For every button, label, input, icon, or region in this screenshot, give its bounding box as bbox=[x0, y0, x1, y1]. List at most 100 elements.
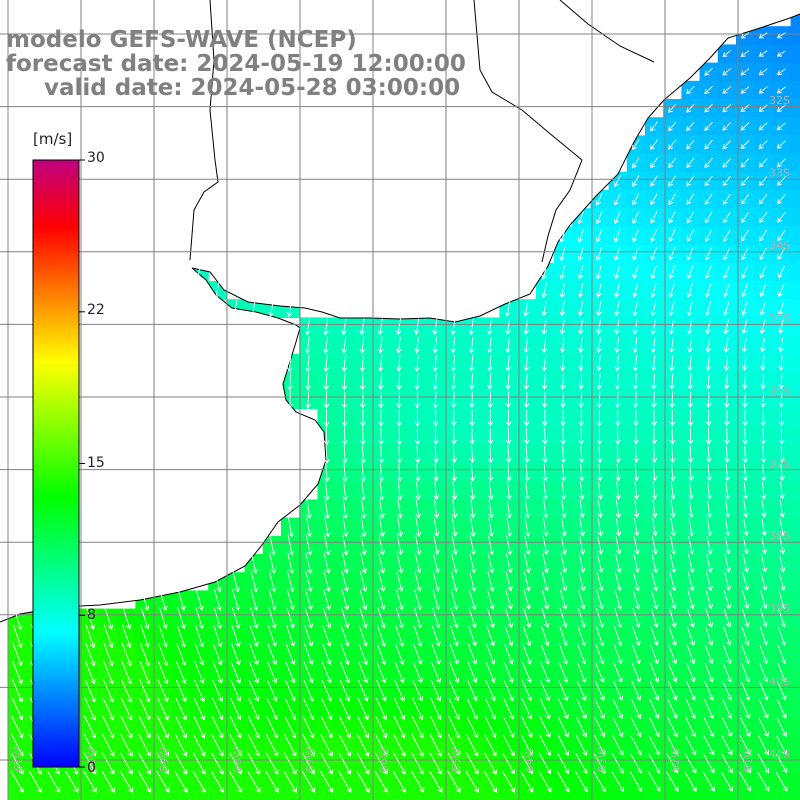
wind-arrow bbox=[560, 571, 568, 592]
wind-arrow bbox=[758, 50, 768, 57]
wind-arrow bbox=[651, 409, 657, 427]
wind-arrow bbox=[704, 211, 713, 224]
wind-arrow bbox=[541, 264, 548, 280]
wind-arrow bbox=[630, 735, 642, 756]
wind-arrow bbox=[613, 247, 621, 261]
wind-arrow bbox=[10, 752, 24, 775]
wind-arrow bbox=[487, 427, 494, 445]
wind-arrow bbox=[338, 770, 352, 793]
wind-arrow bbox=[414, 372, 420, 391]
wind-arrow bbox=[724, 499, 731, 518]
wind-arrow bbox=[777, 247, 786, 261]
wind-arrow bbox=[266, 697, 278, 721]
wind-arrow bbox=[321, 661, 332, 684]
wind-arrow bbox=[415, 499, 422, 519]
wind-arrow bbox=[596, 445, 603, 464]
wind-arrow bbox=[249, 643, 259, 666]
wind-arrow bbox=[284, 716, 297, 739]
wind-arrow bbox=[688, 499, 695, 519]
wind-arrow bbox=[302, 716, 315, 739]
wind-arrow bbox=[632, 265, 639, 280]
wind-arrow bbox=[668, 283, 675, 298]
wind-arrow bbox=[759, 608, 768, 628]
wind-arrow bbox=[524, 535, 531, 556]
wind-arrow bbox=[360, 445, 366, 464]
wind-arrow bbox=[777, 212, 786, 223]
wind-arrow bbox=[741, 194, 750, 205]
wind-arrow bbox=[559, 282, 566, 299]
wind-arrow bbox=[668, 103, 677, 113]
wind-arrow bbox=[704, 85, 713, 95]
wind-arrow bbox=[614, 590, 623, 610]
wind-arrow bbox=[433, 445, 439, 464]
wind-arrow bbox=[414, 589, 423, 611]
wind-arrow bbox=[138, 770, 152, 793]
wind-arrow bbox=[760, 463, 767, 482]
wind-arrow bbox=[523, 300, 529, 317]
wind-arrow bbox=[741, 319, 748, 335]
wind-arrow bbox=[742, 536, 749, 555]
wind-arrow bbox=[338, 734, 352, 757]
latitude-label: 32S bbox=[769, 94, 790, 107]
wind-arrow bbox=[286, 300, 293, 318]
wind-arrow bbox=[723, 355, 730, 372]
wind-arrow bbox=[560, 553, 568, 574]
wind-arrow bbox=[524, 427, 530, 445]
wind-arrow bbox=[777, 644, 787, 664]
wind-arrow bbox=[213, 625, 223, 648]
wind-arrow bbox=[688, 481, 694, 500]
wind-arrow bbox=[305, 372, 311, 391]
wind-arrow bbox=[504, 626, 514, 647]
wind-arrow bbox=[777, 626, 787, 646]
wind-arrow bbox=[395, 336, 402, 354]
wind-arrow bbox=[758, 681, 769, 701]
wind-arrow bbox=[324, 498, 331, 519]
wind-arrow bbox=[412, 698, 424, 720]
wind-arrow bbox=[758, 140, 768, 149]
wind-arrow bbox=[102, 697, 115, 721]
wind-arrow bbox=[213, 588, 223, 611]
wind-arrow bbox=[761, 499, 767, 518]
wind-arrow bbox=[287, 552, 295, 574]
wind-arrow bbox=[687, 608, 696, 628]
latitude-label: 38S bbox=[769, 530, 790, 543]
wind-arrow bbox=[432, 571, 441, 592]
wind-arrow bbox=[560, 535, 568, 555]
wind-arrow bbox=[485, 662, 496, 684]
wind-arrow bbox=[706, 427, 712, 445]
wind-arrow bbox=[740, 122, 750, 131]
wind-arrow bbox=[341, 336, 347, 354]
wind-arrow bbox=[324, 480, 330, 501]
wind-arrow bbox=[521, 716, 533, 738]
wind-arrow bbox=[396, 463, 403, 482]
wind-arrow bbox=[414, 336, 420, 354]
wind-arrow bbox=[302, 697, 315, 721]
wind-arrow bbox=[342, 480, 349, 501]
wind-arrow bbox=[669, 391, 675, 409]
wind-arrow bbox=[83, 770, 97, 793]
wind-arrow bbox=[541, 589, 550, 610]
wind-arrow bbox=[576, 662, 587, 683]
wind-arrow bbox=[777, 230, 786, 242]
wind-arrow bbox=[359, 589, 368, 611]
wind-arrow bbox=[359, 571, 368, 593]
wind-arrow bbox=[448, 698, 460, 720]
wind-arrow bbox=[232, 589, 241, 611]
wind-arrow bbox=[779, 463, 785, 482]
wind-arrow bbox=[686, 229, 694, 243]
wind-arrow bbox=[468, 625, 477, 647]
latitude-label: 36S bbox=[769, 384, 790, 397]
wind-arrow bbox=[174, 734, 188, 757]
longitude-label: 55W bbox=[450, 747, 463, 772]
wind-arrow bbox=[323, 571, 331, 593]
wind-arrow bbox=[650, 608, 659, 628]
wind-arrow bbox=[287, 390, 293, 409]
wind-arrow bbox=[247, 752, 261, 775]
wind-arrow bbox=[704, 157, 713, 168]
wind-arrow bbox=[614, 301, 620, 317]
wind-arrow bbox=[667, 717, 678, 738]
wind-arrow bbox=[686, 283, 694, 298]
wind-arrow bbox=[301, 770, 316, 793]
wind-arrow bbox=[779, 554, 786, 573]
